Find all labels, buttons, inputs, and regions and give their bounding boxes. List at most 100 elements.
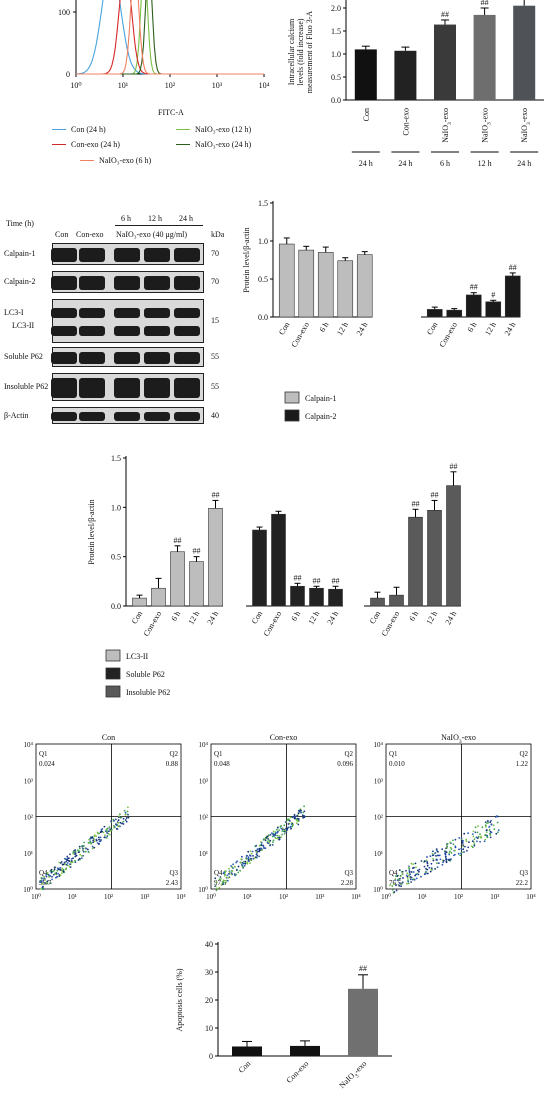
flow-event-dot [239, 861, 242, 864]
flow-event-dot [435, 849, 438, 852]
flow-event-dot [276, 837, 279, 840]
flow-event-dot [109, 829, 112, 832]
flow-event-dot [415, 877, 418, 880]
flow-event-dot [424, 872, 427, 875]
blot-band [174, 352, 200, 364]
flow-event-dot [272, 841, 274, 843]
flow-event-dot [222, 883, 224, 886]
flow-q1-label: Q1 [39, 750, 48, 758]
flow-event-dot [49, 882, 52, 884]
lc3-legend-swatch [105, 685, 121, 698]
flow-event-dot [84, 850, 87, 853]
flow-event-dot [266, 841, 269, 844]
lc3-legend-label: Soluble P62 [126, 670, 165, 679]
flow-event-dot [72, 851, 75, 854]
flow-event-dot [283, 824, 286, 827]
blot-band [174, 378, 200, 398]
flow-event-dot [72, 857, 74, 860]
flow-event-dot [400, 871, 403, 873]
flow-q1-label: Q1 [214, 750, 223, 758]
flow-event-dot [95, 838, 98, 841]
flow-event-dot [293, 817, 296, 820]
flow-event-dot [479, 840, 481, 843]
flow-event-dot [446, 844, 448, 846]
flow-event-dot [479, 836, 482, 839]
flow-event-dot [477, 835, 480, 838]
flow-event-dot [434, 852, 436, 855]
flow-event-dot [81, 845, 83, 847]
flow-event-dot [69, 853, 71, 856]
calpain-legend-swatch [284, 391, 300, 404]
calcium-category-label: Con-exo [401, 108, 410, 136]
flow-event-dot [48, 875, 50, 878]
histogram-curve [76, 0, 264, 75]
blot-kda-value: 70 [211, 249, 219, 258]
flow-event-dot [41, 888, 44, 890]
flow-event-dot [65, 860, 68, 863]
flow-event-dot [62, 868, 65, 871]
flow-event-dot [429, 870, 432, 873]
flow-event-dot [104, 834, 106, 837]
flow-event-dot [281, 827, 284, 830]
blot-kda-value: 70 [211, 277, 219, 286]
flow-event-dot [255, 844, 258, 847]
flow-event-dot [253, 857, 256, 860]
flow-event-dot [73, 849, 76, 852]
flow-event-dot [400, 885, 402, 888]
flow-event-dot [256, 848, 259, 851]
lc3-category-label: 12 h [306, 610, 321, 627]
flow-event-dot [246, 861, 249, 864]
flow-event-dot [272, 839, 275, 842]
flow-event-dot [432, 859, 435, 862]
flow-q1-label: Q1 [389, 750, 398, 758]
flow-event-dot [225, 876, 228, 879]
flow-event-dot [399, 875, 402, 878]
flow-event-dot [262, 839, 265, 841]
flow-plot-title: NaIO3-exo [441, 733, 476, 745]
flow-event-dot [67, 859, 70, 862]
flow-event-dot [296, 819, 298, 822]
flow-event-dot [452, 843, 455, 846]
blot-kda-label: kDa [211, 230, 225, 239]
calpain-category-label: 12 h [483, 321, 498, 338]
flow-q3-label: Q3 [169, 869, 178, 877]
flow-xtick-label: 10⁴ [526, 893, 536, 901]
flow-event-dot [410, 871, 413, 873]
flow-event-dot [124, 811, 127, 814]
flow-event-dot [454, 845, 457, 848]
lc3-bar [151, 587, 166, 607]
flow-event-dot [240, 858, 243, 861]
flow-event-dot [264, 837, 266, 840]
flow-q3-value: 2.43 [166, 879, 179, 887]
calpain-category-label: Con [425, 321, 439, 337]
flow-event-dot [100, 829, 103, 831]
flow-event-dot [59, 874, 62, 877]
flow-q3-value: 22.2 [516, 879, 529, 887]
flow-event-dot [490, 819, 492, 822]
flow-event-dot [496, 821, 499, 824]
flow-xtick-label: 10² [104, 893, 113, 901]
calcium-ylabel: levels (fold increase) [296, 18, 305, 85]
calpain-ylabel: Protein level/β-actin [242, 227, 251, 292]
calpain-ytick-label: 0.5 [258, 275, 268, 284]
flow-event-dot [423, 865, 426, 868]
flow-event-dot [424, 871, 427, 874]
flow-event-dot [405, 869, 407, 872]
flow-event-dot [490, 831, 493, 834]
flow-event-dot [55, 876, 57, 879]
calcium-bar [354, 49, 377, 100]
flow-event-dot [51, 878, 53, 881]
flow-event-dot [120, 816, 123, 819]
flow-event-dot [65, 867, 67, 870]
apoptosis-ytick-label: 10 [205, 1024, 213, 1033]
calcium-chart-panel: 2.0 1.5 1.0 0.5 0.0 Intracellular calcium leve… [282, 0, 554, 175]
blot-band [144, 276, 170, 290]
flow-event-dot [434, 868, 436, 870]
flow-event-dot [91, 845, 94, 848]
flow-event-dot [495, 832, 498, 835]
calcium-bar [394, 50, 417, 100]
lc3-bar [252, 529, 267, 607]
flow-event-dot [83, 841, 85, 844]
